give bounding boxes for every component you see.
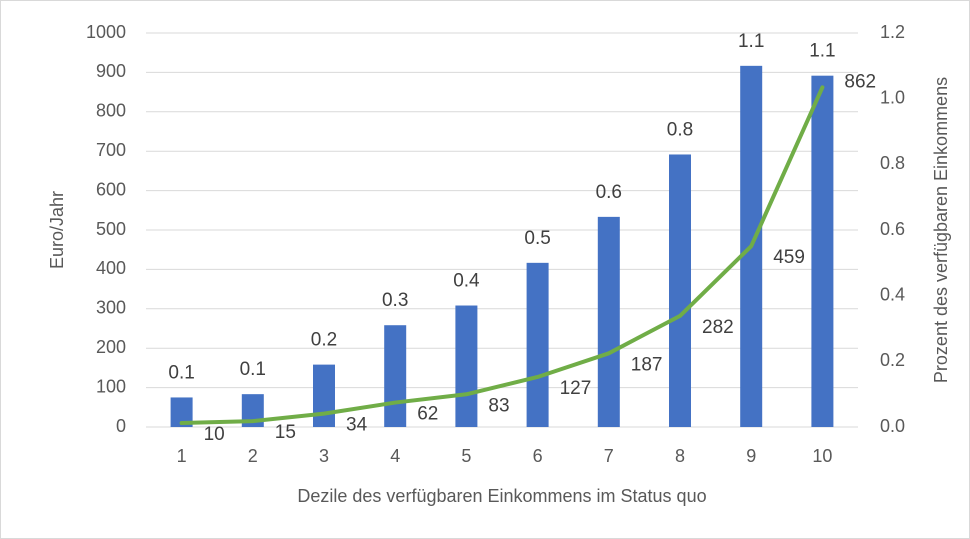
data-label: 0.3: [382, 290, 408, 311]
x-tick-label: 10: [812, 446, 832, 466]
y-tick-label: 200: [96, 337, 126, 357]
data-label: 282: [702, 317, 734, 338]
y2-tick-label: 0.4: [880, 284, 905, 304]
data-label: 34: [346, 415, 368, 436]
bar: [597, 216, 620, 427]
data-label: 1.1: [809, 41, 835, 62]
data-label: 1.1: [738, 31, 764, 52]
x-tick-label: 6: [533, 446, 543, 466]
y2-tick-label: 1.0: [880, 87, 905, 107]
x-tick-label: 1: [177, 446, 187, 466]
y-tick-label: 900: [96, 61, 126, 81]
data-label: 62: [417, 404, 438, 425]
data-label: 127: [560, 378, 592, 399]
data-label: 15: [275, 422, 296, 443]
y-tick-label: 600: [96, 179, 126, 199]
y2-tick-label: 0.8: [880, 153, 905, 173]
data-label: 862: [844, 71, 876, 92]
y-tick-label: 800: [96, 101, 126, 121]
x-tick-label: 9: [746, 446, 756, 466]
y-tick-label: 500: [96, 219, 126, 239]
data-label: 459: [773, 247, 805, 268]
y-tick-label: 0: [116, 416, 126, 436]
y-tick-label: 700: [96, 140, 126, 160]
bar: [811, 75, 834, 427]
data-label: 0.5: [524, 228, 550, 249]
bar: [455, 305, 478, 427]
x-tick-label: 2: [248, 446, 258, 466]
data-label: 187: [631, 354, 663, 375]
line: [179, 85, 825, 426]
bar: [384, 325, 407, 427]
y-tick-label: 1000: [86, 22, 126, 42]
y-tick-label: 300: [96, 298, 126, 318]
x-tick-label: 4: [390, 446, 400, 466]
data-label: 0.1: [168, 362, 194, 383]
x-axis-title: Dezile des verfügbaren Einkommens im Sta…: [297, 486, 706, 506]
bar: [526, 262, 549, 427]
y-axis-title: Euro/Jahr: [47, 191, 67, 269]
bar: [313, 364, 335, 427]
x-tick-label: 7: [604, 446, 614, 466]
x-tick-label: 8: [675, 446, 685, 466]
x-tick-label: 5: [461, 446, 471, 466]
data-label: 0.2: [311, 330, 337, 351]
y-tick-label: 100: [96, 376, 126, 396]
x-tick-label: 3: [319, 446, 329, 466]
y2-axis-title: Prozent des verfügbaren Einkommens: [931, 77, 951, 383]
bar: [669, 154, 691, 427]
data-label: 0.4: [453, 271, 480, 292]
data-label: 0.6: [596, 182, 622, 203]
data-label: 83: [488, 395, 509, 416]
y-tick-label: 400: [96, 258, 126, 278]
data-label: 0.1: [240, 359, 266, 380]
data-label: 0.8: [667, 119, 693, 140]
y2-tick-label: 0.6: [880, 219, 905, 239]
data-label: 10: [204, 424, 225, 445]
y2-tick-label: 0.2: [880, 350, 905, 370]
y2-tick-label: 0.0: [880, 416, 905, 436]
bar: [170, 397, 193, 427]
y2-tick-label: 1.2: [880, 22, 905, 42]
